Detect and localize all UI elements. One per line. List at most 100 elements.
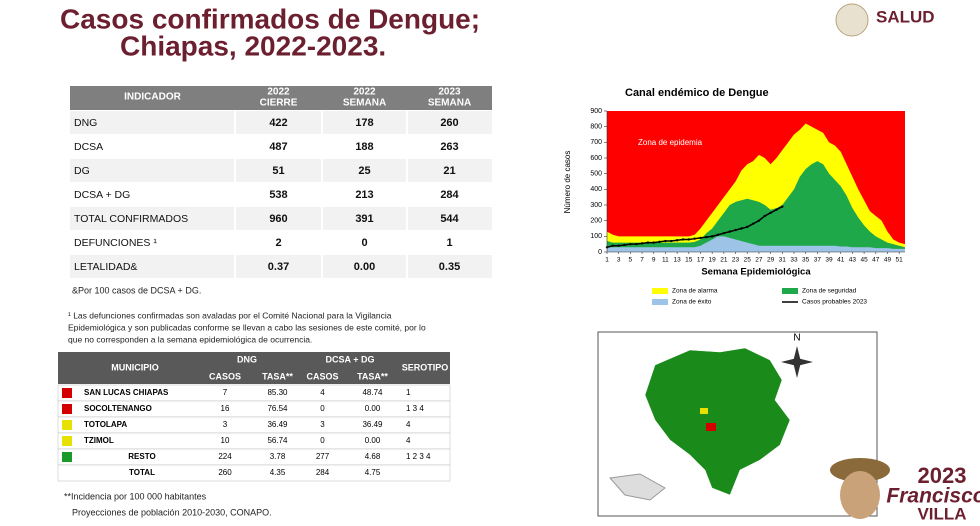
header-cell: CIERRE [260,98,298,109]
row-value: 284 [316,468,330,477]
series-point [740,227,743,230]
series-point [664,239,667,243]
row-value: 36.49 [267,420,288,429]
series-point [635,242,638,246]
header-cell: SEROTIPO [402,362,449,372]
inset-map [609,473,666,501]
footnote-line: Epidemiológica y son publicadas conforme… [68,322,426,332]
row-value: 3 [320,420,325,429]
header-cell: 2022 [353,87,376,98]
series-point [617,244,620,247]
series-point [693,237,696,240]
row-label: LETALIDAD& [74,261,137,273]
row-value: 0.37 [268,261,289,273]
row-value: 4 [320,388,325,397]
row-value: 51 [272,165,284,177]
row-value: 0.35 [439,261,460,273]
row-bg [70,255,492,278]
row-value: 0.00 [354,261,375,273]
row-label: TOTAL [129,468,155,477]
row-value: 25 [358,165,370,177]
brand-name: Francisco [886,485,980,508]
x-tick-label: 13 [674,257,682,264]
row-value: 4 [406,436,411,445]
map-shape [644,347,791,496]
series-point [763,214,766,218]
x-tick-label: 3 [617,257,621,264]
y-tick-label: 400 [590,186,602,193]
series-point [775,208,778,211]
y-tick-label: 500 [590,171,602,178]
legend-label: Zona de alarma [672,288,718,295]
row-value: 391 [355,213,373,225]
x-tick-label: 15 [685,257,693,264]
series-point [687,238,691,241]
series-point [646,241,650,244]
header-cell: INDICADOR [124,92,181,103]
x-tick-label: 37 [814,257,822,264]
x-tick-label: 25 [744,257,752,264]
header-cell: 2023 [438,87,461,98]
legend-swatch [782,288,798,294]
row-bg [70,159,492,182]
note: &Por 100 casos de DCSA + DG. [72,285,201,295]
chart-title: Canal endémico de Dengue [625,87,769,99]
row-bg [57,448,451,466]
x-tick-label: 27 [755,257,763,264]
y-tick-label: 600 [590,155,602,162]
series-point [710,235,714,238]
series-point [716,233,720,236]
series-point [769,211,772,215]
row-value: 16 [221,404,230,413]
title-line: Casos confirmados de Dengue; [60,3,480,34]
title-line: Chiapas, 2022-2023. [120,30,386,61]
brand-year: 2023 [918,463,967,488]
footnote: ¹ Las defunciones confirmadas son avalad… [68,310,426,344]
row-label: SOCOLTENANGO [84,404,152,413]
row-value: 2 [275,237,281,249]
series-point [658,240,661,244]
row-bg [57,432,451,450]
series-point [757,219,761,222]
y-tick-label: 200 [590,218,602,225]
compass-label: N [793,333,800,344]
status-square [62,436,72,446]
series-point [751,222,755,225]
row-value: 76.54 [267,404,288,413]
row-value: 3 [223,420,228,429]
status-square [62,404,72,414]
x-tick-label: 21 [720,257,728,264]
row-value: 0 [320,404,325,413]
row-value: 48.74 [362,388,383,397]
row-label: TOTOLAPA [84,420,127,429]
row-value: 260 [218,468,232,477]
map-spot [706,423,716,431]
x-tick-label: 39 [825,257,833,264]
row-label: SAN LUCAS CHIAPAS [84,388,169,397]
row-bg [70,135,492,158]
y-tick-label: 0 [598,249,602,256]
series-point [675,239,679,242]
y-tick-label: 800 [590,124,602,131]
row-value: 21 [443,165,455,177]
legend-label: Zona de éxito [672,299,712,306]
row-value: 960 [269,213,287,225]
series-point [781,205,784,208]
row-bg [57,464,451,482]
row-label: DCSA + DG [74,189,130,201]
x-tick-label: 23 [732,257,740,264]
series-point [670,239,673,243]
row-value: 0.00 [365,436,381,445]
legend-label: Casos probables 2023 [802,299,867,306]
row-label: RESTO [128,452,155,461]
chart: Canal endémico de Dengue Zona de epidemia… [563,87,905,306]
row-value: 224 [218,452,232,461]
series-area [607,161,905,252]
x-tick-label: 45 [860,257,868,264]
y-axis-label: Número de casos [563,151,572,214]
series-point [699,236,702,240]
series-point [734,228,737,232]
logo-text: SALUD [876,7,935,26]
x-tick-label: 11 [662,257,669,264]
